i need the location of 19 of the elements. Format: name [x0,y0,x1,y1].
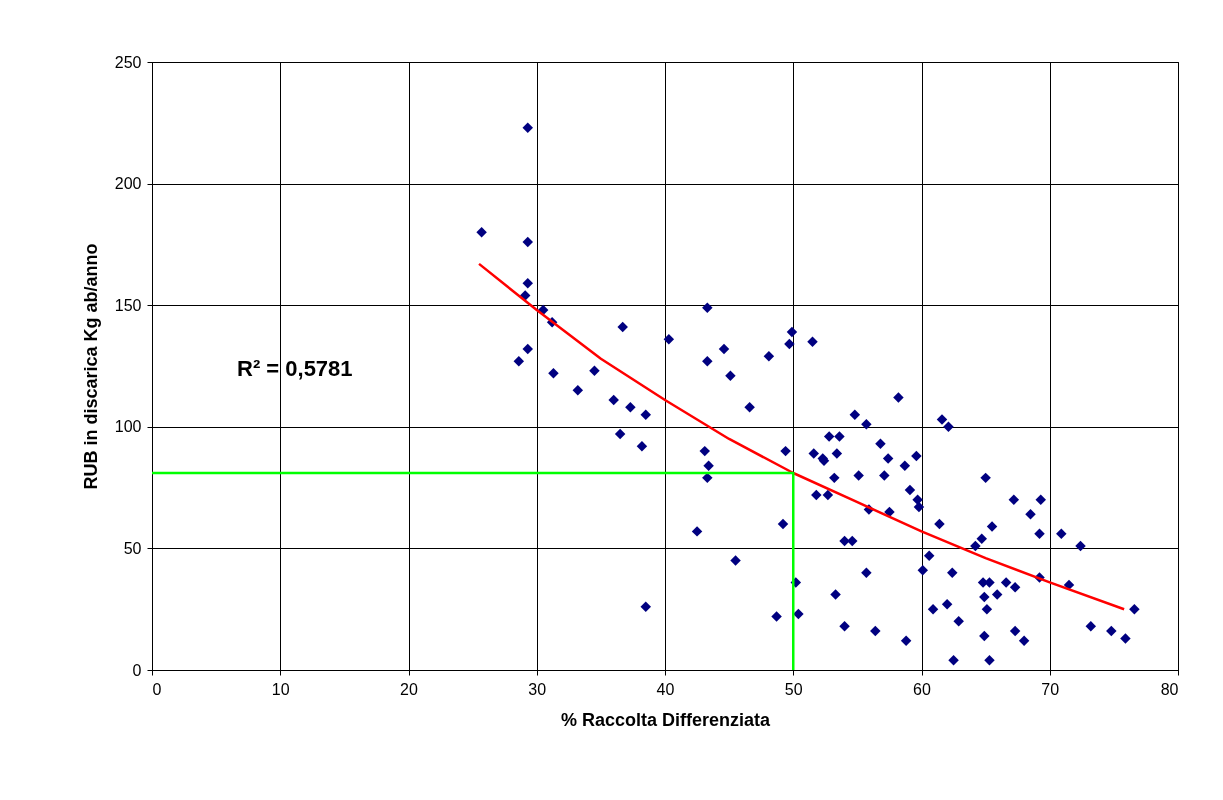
x-tick-label: 20 [400,680,418,698]
x-tick-label: 70 [1041,680,1060,698]
x-tick-label: 60 [913,680,931,698]
y-tick-label: 150 [114,296,142,314]
x-tick-label: 50 [784,680,803,698]
line-series [477,262,1126,611]
y-tick-label: 100 [114,418,142,436]
y-tick-label: 250 [114,53,142,71]
y-tick-label: 0 [132,661,142,679]
x-tick-label: 10 [271,680,290,698]
x-axis-title: % Raccolta Differenziata [560,709,772,730]
y-tick-label: 50 [123,539,142,557]
x-tick-label: 80 [1160,680,1179,698]
x-tick-label: 0 [152,680,162,698]
x-tick-label: 40 [656,680,675,698]
x-tick-label: 30 [528,680,547,698]
y-tick-label: 200 [114,175,142,193]
y-axis-title: RUB in discarica Kg ab/anno [80,243,101,490]
annotation: R² = 0,5781 [237,356,353,381]
